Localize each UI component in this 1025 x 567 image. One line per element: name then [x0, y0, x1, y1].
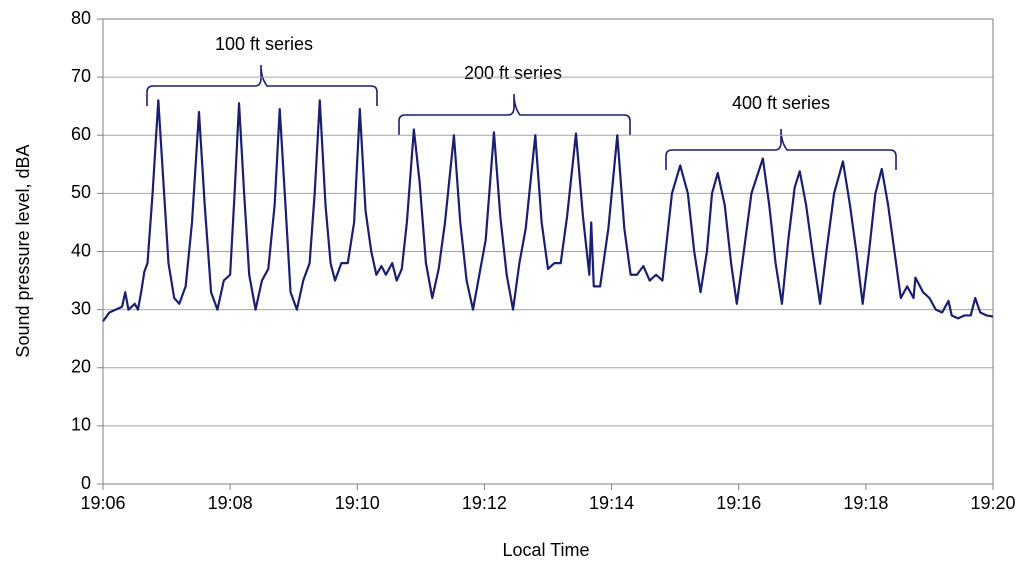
x-tick-label: 19:18 [843, 493, 888, 513]
bracket [146, 64, 378, 106]
y-tick-label: 30 [71, 298, 91, 318]
y-tick-label: 70 [71, 66, 91, 86]
x-tick-label: 19:10 [335, 493, 380, 513]
y-tick-label: 60 [71, 124, 91, 144]
y-tick-label: 40 [71, 240, 91, 260]
x-tick-label: 19:20 [970, 493, 1015, 513]
x-tick-label: 19:16 [716, 493, 761, 513]
y-tick-label: 0 [81, 473, 91, 493]
y-tick-label: 80 [71, 8, 91, 28]
annotation: 200 ft series [464, 63, 562, 83]
x-tick-label: 19:06 [80, 493, 125, 513]
x-tick-label: 19:12 [462, 493, 507, 513]
y-tick-label: 50 [71, 182, 91, 202]
x-axis-label: Local Time [502, 540, 589, 560]
y-axis-label: Sound pressure level, dBA [13, 144, 33, 357]
x-tick-label: 19:08 [208, 493, 253, 513]
data-line [102, 99, 994, 322]
x-tick-label: 19:14 [589, 493, 634, 513]
y-tick-label: 10 [71, 415, 91, 435]
bracket [398, 93, 631, 135]
annotation: 400 ft series [732, 93, 830, 113]
plot-frame [102, 18, 994, 485]
annotation: 100 ft series [215, 34, 313, 54]
y-tick-label: 20 [71, 357, 91, 377]
